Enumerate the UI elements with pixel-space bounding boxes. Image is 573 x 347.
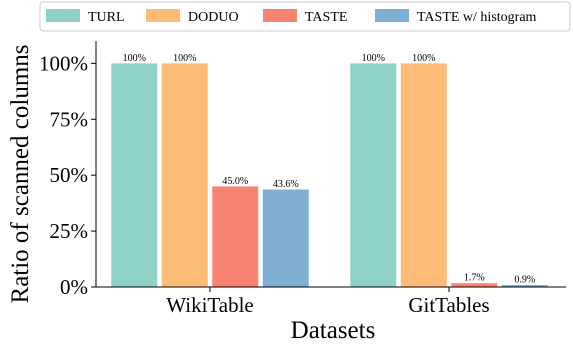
data-label-taste-gittables: 1.7% — [464, 273, 485, 284]
y-tick-label: 25% — [50, 219, 89, 243]
legend-swatch-taste — [263, 9, 297, 22]
data-label-turl-gittables: 100% — [362, 53, 385, 64]
x-tick-label-wikitable: WikiTable — [166, 293, 254, 317]
y-tick-label: 100% — [39, 51, 88, 75]
data-label-taste-wikitable: 45.0% — [222, 176, 248, 187]
bar-taste-wikitable — [212, 186, 259, 287]
bar-turl-wikitable — [111, 63, 158, 288]
y-tick-label: 0% — [60, 275, 88, 299]
x-tick-label-gittables: GitTables — [408, 293, 489, 317]
axes: 0% 25% 50% 75% 100% WikiTable GitTables — [39, 41, 566, 317]
bar-taste-w-histogram-gittables — [501, 284, 548, 287]
legend-swatch-turl — [46, 9, 80, 22]
legend-label-turl: TURL — [88, 10, 125, 25]
legend-label-taste: TASTE — [305, 10, 347, 25]
data-label-turl-wikitable: 100% — [123, 53, 146, 64]
legend-swatch-taste-w-histogram — [375, 9, 409, 22]
y-axis-title: Ratio of scanned columns — [7, 45, 34, 304]
data-label-taste-w-histogram-wikitable: 43.6% — [273, 179, 299, 190]
data-label-taste-w-histogram-gittables: 0.9% — [514, 274, 535, 285]
bar-taste-w-histogram-wikitable — [262, 189, 309, 287]
data-label-doduo-gittables: 100% — [412, 53, 435, 64]
legend: TURL DODUO TASTE TASTE w/ histogram — [39, 1, 571, 32]
data-labels-group: 100% 100% 100% 100% 45.0% 1.7% 43.6% 0.9% — [123, 53, 536, 286]
bar-turl-gittables — [350, 63, 397, 288]
legend-label-doduo: DODUO — [188, 10, 239, 25]
bar-taste-gittables — [451, 283, 498, 287]
bars-group — [111, 63, 548, 288]
legend-label-taste-w-histogram: TASTE w/ histogram — [417, 10, 537, 25]
y-tick-label: 75% — [50, 107, 89, 131]
data-label-doduo-wikitable: 100% — [173, 53, 196, 64]
bar-doduo-wikitable — [161, 63, 208, 288]
legend-swatch-doduo — [146, 9, 180, 22]
x-axis-title: Datasets — [291, 317, 376, 344]
y-tick-label: 50% — [50, 163, 89, 187]
bar-doduo-gittables — [400, 63, 447, 288]
